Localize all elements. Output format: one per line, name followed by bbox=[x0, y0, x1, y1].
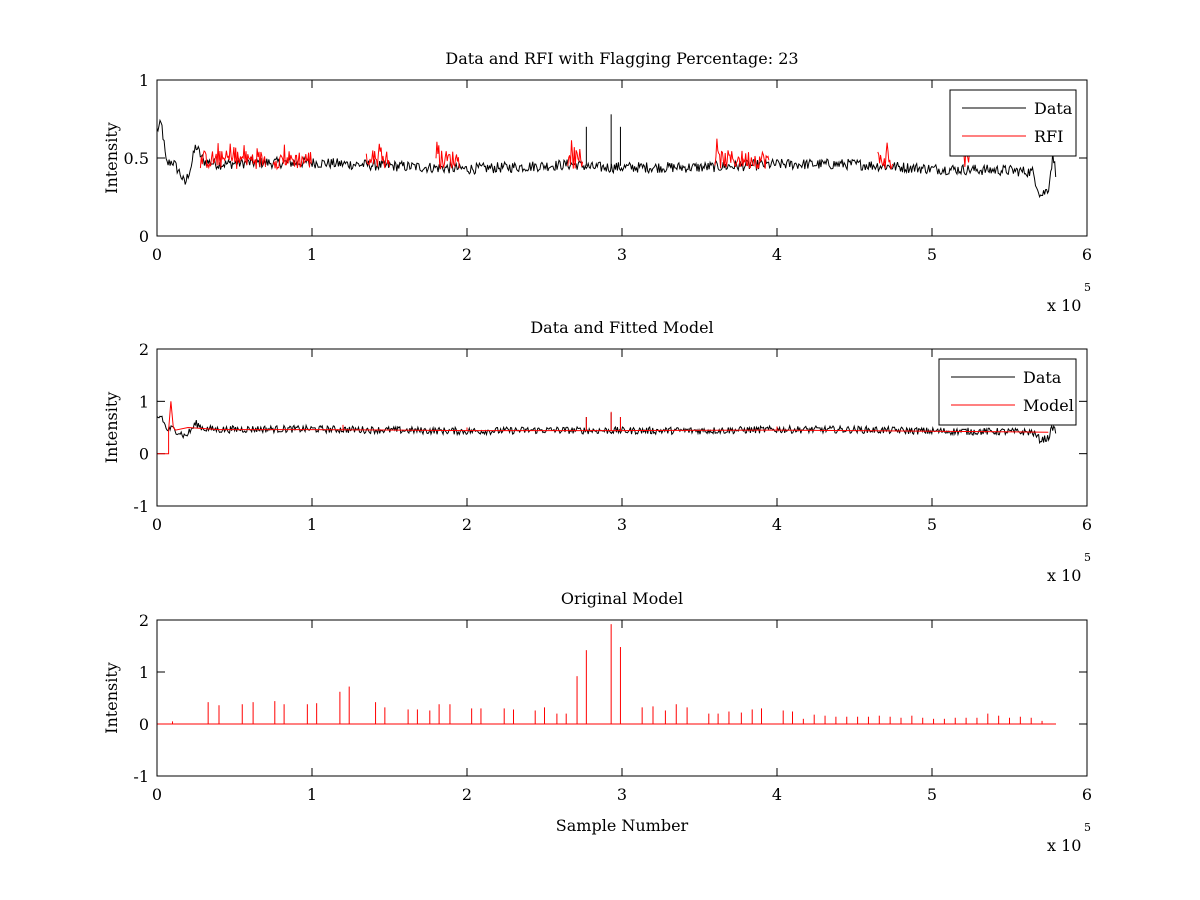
chart-title: Original Model bbox=[561, 589, 683, 608]
x-multiplier-exponent: 5 bbox=[1084, 281, 1091, 294]
rfi-segment bbox=[714, 138, 770, 169]
x-tick-label: 5 bbox=[927, 515, 937, 534]
x-tick-label: 6 bbox=[1082, 515, 1092, 534]
x-multiplier: x 10 bbox=[1047, 836, 1081, 855]
x-tick-label: 0 bbox=[152, 785, 162, 804]
x-tick-label: 4 bbox=[772, 515, 782, 534]
y-tick-label: 2 bbox=[139, 340, 149, 359]
chart-title: Data and Fitted Model bbox=[530, 318, 713, 337]
legend-entry: Data bbox=[1034, 99, 1073, 118]
x-tick-label: 0 bbox=[152, 515, 162, 534]
rfi-segment bbox=[365, 143, 390, 169]
y-axis-label: Intensity bbox=[102, 122, 121, 194]
legend-box bbox=[938, 358, 1077, 426]
legend-entry: RFI bbox=[1034, 127, 1063, 146]
panel1: Data and RFI with Flagging Percentage: 2… bbox=[102, 49, 1092, 315]
y-tick-label: 0.5 bbox=[124, 149, 149, 168]
legend-entry: Data bbox=[1023, 368, 1062, 387]
x-tick-label: 2 bbox=[462, 515, 472, 534]
y-tick-label: 0 bbox=[139, 445, 149, 464]
rfi-segment bbox=[567, 140, 584, 169]
axes-box bbox=[156, 619, 1088, 777]
panel3: Original Model Intensity Sample Number 0 1 2 3… bbox=[102, 589, 1092, 855]
x-tick-label: 3 bbox=[617, 785, 627, 804]
series-model-line bbox=[157, 401, 1049, 455]
y-tick-label: 2 bbox=[139, 611, 149, 630]
x-tick-label: 0 bbox=[152, 245, 162, 264]
x-tick-label: 5 bbox=[927, 785, 937, 804]
y-tick-label: -1 bbox=[133, 497, 149, 516]
chart-title: Data and RFI with Flagging Percentage: 2… bbox=[445, 49, 798, 68]
series-data-line bbox=[157, 415, 1057, 445]
axes-box bbox=[156, 348, 1088, 507]
plot-area bbox=[157, 401, 1057, 455]
y-axis-label: Intensity bbox=[102, 662, 121, 734]
legend-box bbox=[949, 89, 1077, 157]
x-multiplier-exponent: 5 bbox=[1084, 821, 1091, 834]
x-tick-label: 2 bbox=[462, 785, 472, 804]
y-tick-label: 1 bbox=[139, 392, 149, 411]
legend: Data Model bbox=[938, 358, 1077, 426]
rfi-segment bbox=[877, 142, 894, 171]
rfi-segment bbox=[272, 144, 312, 171]
plot-area bbox=[157, 114, 1057, 199]
x-tick-label: 3 bbox=[617, 515, 627, 534]
x-multiplier-exponent: 5 bbox=[1084, 551, 1091, 564]
x-tick-label: 4 bbox=[772, 785, 782, 804]
x-tick-label: 6 bbox=[1082, 245, 1092, 264]
x-tick-label: 1 bbox=[307, 785, 317, 804]
plot-area bbox=[157, 624, 1056, 725]
x-tick-label: 4 bbox=[772, 245, 782, 264]
x-axis-label: Sample Number bbox=[556, 816, 689, 835]
y-tick-label: 1 bbox=[139, 663, 149, 682]
y-tick-label: 0 bbox=[139, 227, 149, 246]
rfi-segment bbox=[435, 141, 460, 169]
rfi-segment bbox=[199, 143, 266, 170]
x-multiplier: x 10 bbox=[1047, 296, 1081, 315]
x-tick-label: 5 bbox=[927, 245, 937, 264]
x-tick-label: 1 bbox=[307, 245, 317, 264]
axes-box bbox=[156, 79, 1088, 237]
x-tick-label: 2 bbox=[462, 245, 472, 264]
y-tick-label: 1 bbox=[139, 71, 149, 90]
legend-entry: Model bbox=[1023, 396, 1074, 415]
y-axis-label: Intensity bbox=[102, 392, 121, 464]
x-tick-label: 3 bbox=[617, 245, 627, 264]
x-tick-label: 6 bbox=[1082, 785, 1092, 804]
x-tick-label: 1 bbox=[307, 515, 317, 534]
y-tick-label: -1 bbox=[133, 767, 149, 786]
x-multiplier: x 10 bbox=[1047, 566, 1081, 585]
y-tick-label: 0 bbox=[139, 715, 149, 734]
legend: Data RFI bbox=[949, 89, 1077, 157]
